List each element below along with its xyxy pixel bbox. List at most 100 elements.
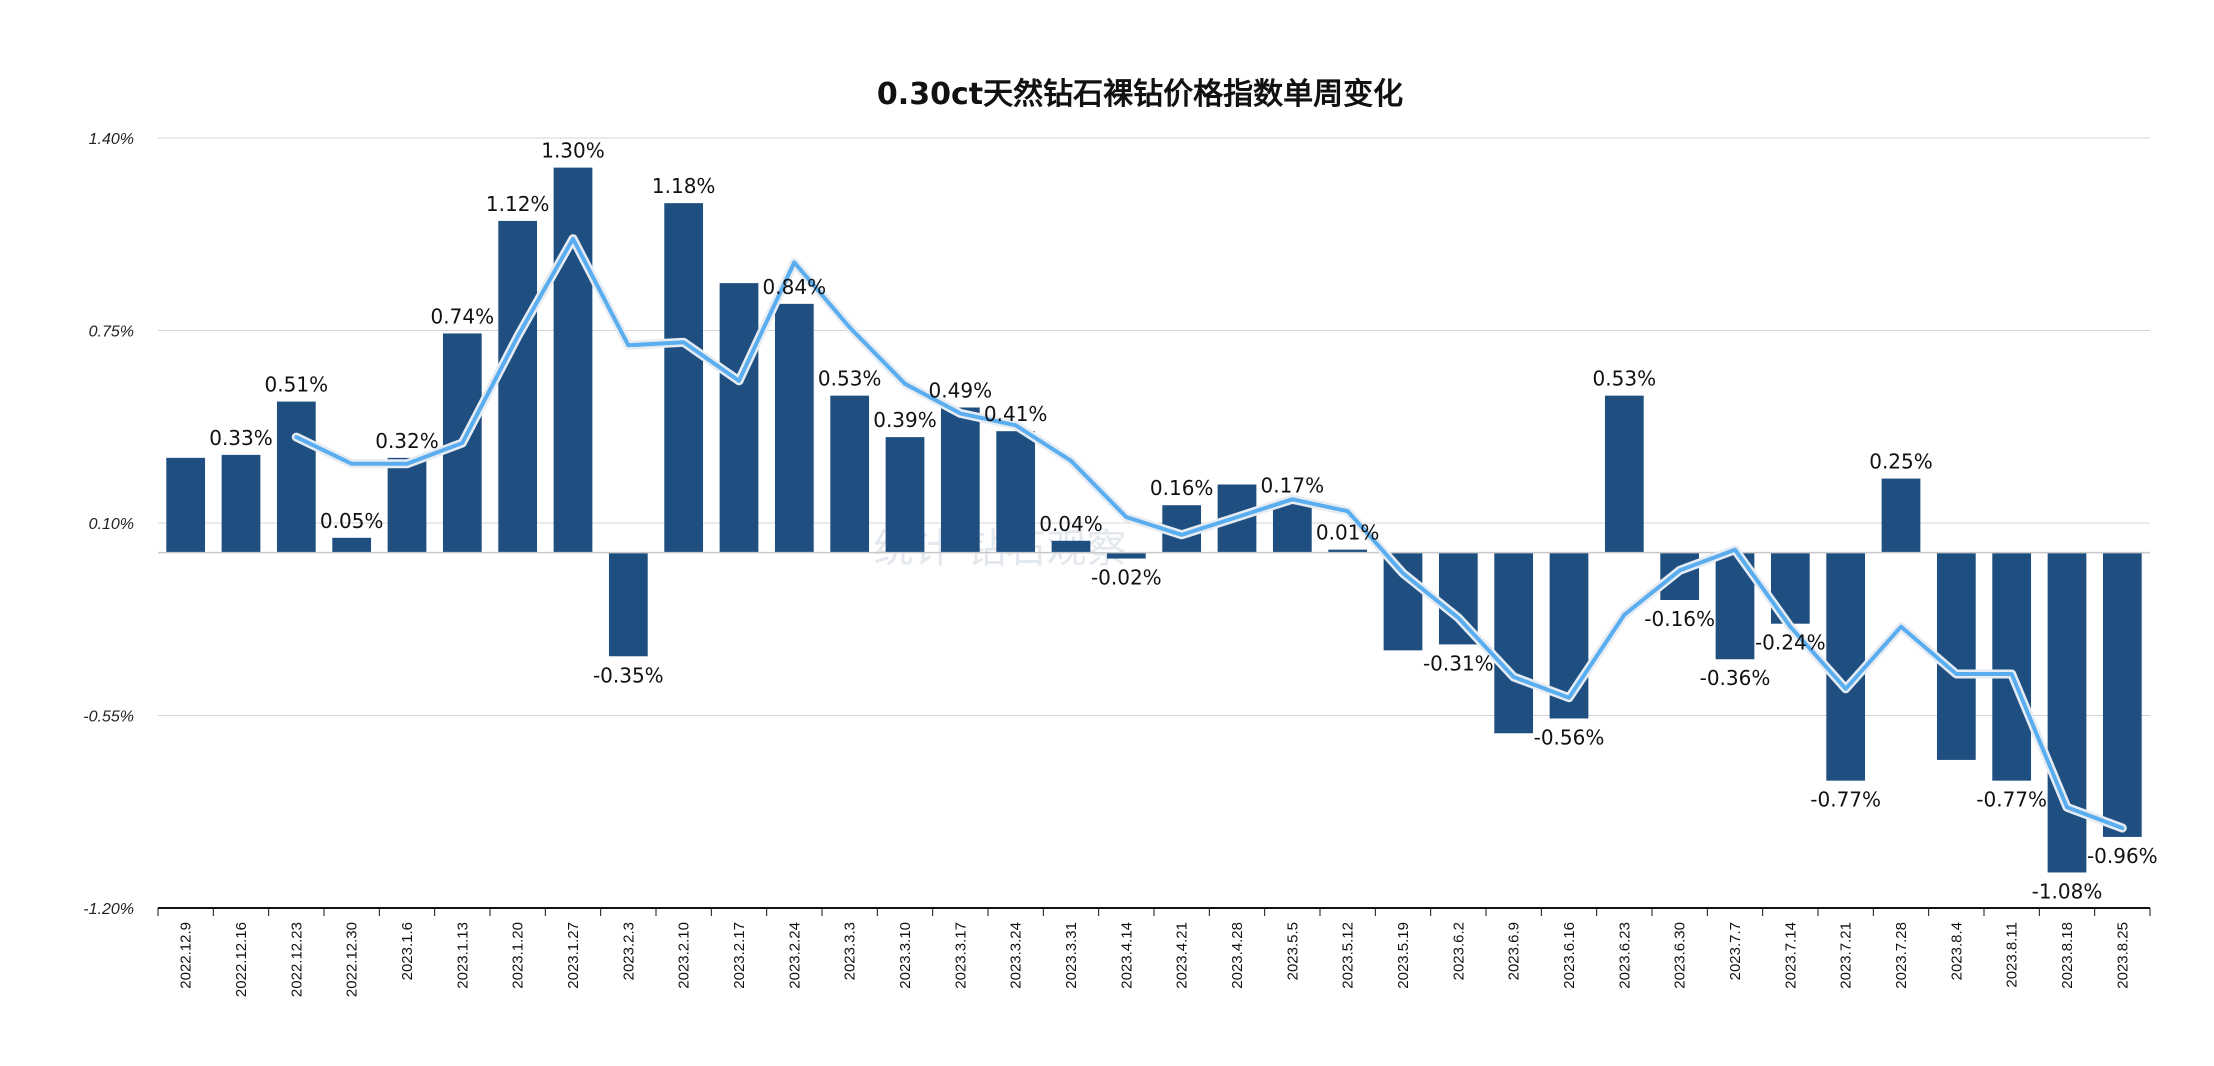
x-tick-label: 2023.6.16: [1561, 922, 1578, 989]
data-label: 0.25%: [1869, 450, 1933, 474]
line-series: [291, 234, 2127, 833]
bar: [1881, 478, 1921, 553]
data-label: -0.24%: [1755, 631, 1826, 655]
x-tick-label: 2023.6.9: [1506, 922, 1523, 980]
bar: [885, 437, 925, 553]
y-tick-label: -0.55%: [83, 709, 134, 726]
x-tick-label: 2023.3.31: [1063, 922, 1080, 989]
bar: [1992, 552, 2032, 781]
bar: [1272, 502, 1312, 553]
data-label: -0.31%: [1423, 651, 1494, 675]
x-tick-label: 2023.2.10: [676, 922, 693, 989]
data-label: 0.04%: [1039, 512, 1103, 536]
bar: [553, 167, 593, 553]
bar: [1328, 549, 1368, 553]
x-tick-label: 2023.1.6: [399, 922, 416, 980]
y-tick-label: -1.20%: [83, 901, 134, 918]
data-label: -1.08%: [2032, 879, 2103, 903]
data-label: 1.18%: [652, 174, 716, 198]
data-label: 0.32%: [375, 429, 439, 453]
bar: [1826, 552, 1866, 781]
data-label: 1.12%: [486, 192, 550, 216]
x-tick-label: 2023.6.23: [1616, 922, 1633, 989]
x-tick-label: 2023.7.7: [1727, 922, 1744, 980]
data-label: -0.77%: [1810, 788, 1881, 812]
data-label: 1.30%: [541, 139, 605, 163]
x-tick-label: 2023.6.2: [1450, 922, 1467, 980]
x-tick-label: 2022.12.30: [344, 922, 361, 997]
x-tick-label: 2023.1.20: [510, 922, 527, 989]
bar: [498, 220, 538, 553]
x-tick-label: 2023.3.10: [897, 922, 914, 989]
bar: [996, 431, 1036, 553]
x-tick-label: 2023.4.21: [1174, 922, 1191, 989]
x-tick-label: 2023.7.28: [1893, 922, 1910, 989]
x-tick-label: 2022.12.23: [288, 922, 305, 997]
data-labels: 0.33% 0.51% 0.05% 0.32% 0.74% 1.12% 1.30% -0.35…: [209, 139, 2157, 904]
bar: [1604, 395, 1644, 553]
data-label: -0.35%: [593, 663, 664, 687]
bar: [774, 303, 814, 553]
bar: [276, 401, 316, 553]
y-axis-ticks: 1.40% 0.75% 0.10% -0.55% -1.20%: [83, 131, 134, 918]
x-tick-label: 2023.4.28: [1229, 922, 1246, 989]
bar: [221, 454, 261, 553]
x-tick-label: 2023.8.4: [1948, 922, 1965, 980]
x-tick-label: 2023.8.11: [2004, 922, 2021, 988]
data-label: 0.39%: [873, 408, 937, 432]
x-tick-label: 2023.2.24: [786, 922, 803, 989]
chart-title: 0.30ct天然钻石裸钻价格指数单周变化: [877, 77, 1403, 112]
x-tick-label: 2022.12.9: [178, 922, 195, 989]
x-tick-label: 2023.7.14: [1782, 922, 1799, 989]
data-label: 0.05%: [320, 509, 384, 533]
x-tick-label: 2023.3.17: [952, 922, 969, 989]
line-series-path: [294, 236, 2125, 830]
x-axis-ticks: 2022.12.9 2022.12.16 2022.12.23 2022.12.30 2…: [157, 908, 2151, 997]
y-tick-label: 1.40%: [89, 131, 134, 148]
data-label: -0.02%: [1091, 566, 1162, 590]
data-label: -0.36%: [1700, 666, 1771, 690]
data-label: 0.17%: [1261, 473, 1325, 497]
x-tick-label: 2023.6.30: [1672, 922, 1689, 989]
bar: [2047, 552, 2087, 873]
x-tick-label: 2023.5.19: [1395, 922, 1412, 989]
x-tick-label: 2023.8.25: [2114, 922, 2131, 989]
x-tick-label: 2022.12.16: [233, 922, 250, 997]
bar: [1051, 540, 1091, 553]
bar: [387, 457, 427, 553]
bar: [166, 457, 206, 553]
data-label: 0.16%: [1150, 476, 1214, 500]
data-label: 0.33%: [209, 426, 273, 450]
x-tick-label: 2023.4.14: [1118, 922, 1135, 989]
data-label: 0.41%: [984, 402, 1048, 426]
bar: [1936, 552, 1976, 760]
x-tick-label: 2023.2.3: [620, 922, 637, 980]
data-label: 0.53%: [818, 367, 882, 391]
data-label: -0.56%: [1534, 725, 1605, 749]
bar: [940, 407, 980, 553]
x-tick-label: 2023.5.12: [1340, 922, 1357, 989]
x-tick-label: 2023.5.5: [1284, 922, 1301, 980]
data-label: 0.51%: [265, 373, 329, 397]
bar: [830, 395, 870, 553]
data-label: 0.53%: [1593, 367, 1657, 391]
y-tick-label: 0.10%: [89, 516, 134, 533]
bar: [719, 283, 759, 553]
x-tick-label: 2023.3.3: [842, 922, 859, 980]
bar-series: [166, 167, 2142, 873]
bar: [664, 203, 704, 553]
x-tick-label: 2023.2.17: [731, 922, 748, 989]
data-label: 0.01%: [1316, 521, 1380, 545]
bar: [2102, 552, 2142, 837]
data-label: -0.96%: [2087, 844, 2158, 868]
bar: [608, 552, 648, 657]
bar: [1494, 552, 1534, 734]
data-label: 0.49%: [929, 379, 993, 403]
x-tick-label: 2023.3.24: [1008, 922, 1025, 989]
y-tick-label: 0.75%: [89, 324, 134, 341]
bar: [1106, 552, 1146, 559]
bar: [332, 537, 372, 553]
x-tick-label: 2023.8.18: [2059, 922, 2076, 989]
x-tick-label: 2023.7.21: [1838, 922, 1855, 989]
